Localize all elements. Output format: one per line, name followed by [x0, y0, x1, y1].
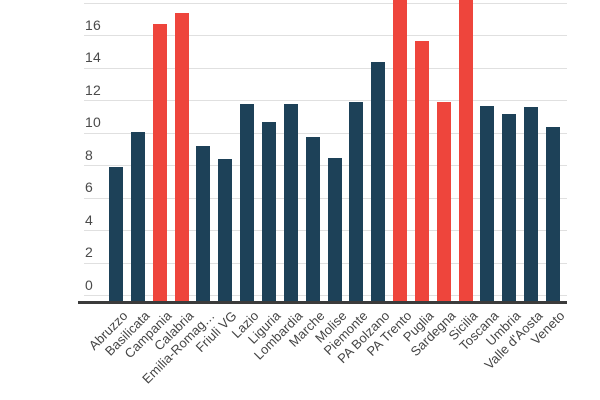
y-axis-tick-label: 0 — [85, 276, 93, 293]
bar-lazio — [240, 104, 255, 301]
gridline — [84, 100, 567, 102]
bar-veneto — [546, 126, 560, 301]
y-axis-tick-label: 2 — [85, 244, 93, 261]
bar-molise — [327, 157, 342, 301]
gridline — [84, 35, 567, 37]
gridline — [84, 295, 567, 297]
plot-area: 16 14 12 10 8 6 4 2 0 Abruzzo Basilicata Campania Ca… — [78, 0, 568, 400]
x-axis-line — [78, 301, 567, 304]
bar-sicilia — [458, 0, 473, 301]
bar-sardegna — [436, 102, 451, 301]
bar-pa-trento — [393, 0, 408, 301]
bar-liguria — [261, 121, 276, 301]
gridline — [84, 132, 567, 134]
bar-lombardia — [283, 104, 298, 301]
bar-calabria — [174, 13, 189, 301]
bar-basilicata — [130, 131, 145, 301]
y-axis-tick-label: 6 — [85, 179, 93, 196]
bar-umbria — [502, 113, 517, 301]
bar-friuli-vg — [218, 159, 233, 301]
y-axis-tick-label: 10 — [85, 114, 101, 131]
bar-toscana — [480, 105, 495, 301]
bar-piemonte — [349, 102, 364, 301]
bar-pa-bolzano — [371, 61, 386, 301]
bar-valle-d-aosta — [524, 107, 539, 301]
y-axis-tick-label: 14 — [85, 49, 101, 66]
y-axis-tick-label: 16 — [85, 16, 101, 33]
gridline — [84, 197, 567, 199]
gridline — [84, 67, 567, 69]
bar-abruzzo — [109, 167, 123, 301]
y-axis-tick-label: 12 — [85, 81, 101, 98]
gridline — [84, 230, 567, 232]
y-axis-tick-label: 4 — [85, 211, 93, 228]
gridline — [84, 2, 567, 4]
bar-campania — [152, 24, 167, 301]
y-axis-tick-label: 8 — [85, 146, 93, 163]
bar-puglia — [414, 40, 429, 301]
gridline — [84, 262, 567, 264]
bar-emilia-romag- — [196, 146, 211, 301]
gridline — [84, 165, 567, 167]
bar-marche — [305, 136, 320, 301]
